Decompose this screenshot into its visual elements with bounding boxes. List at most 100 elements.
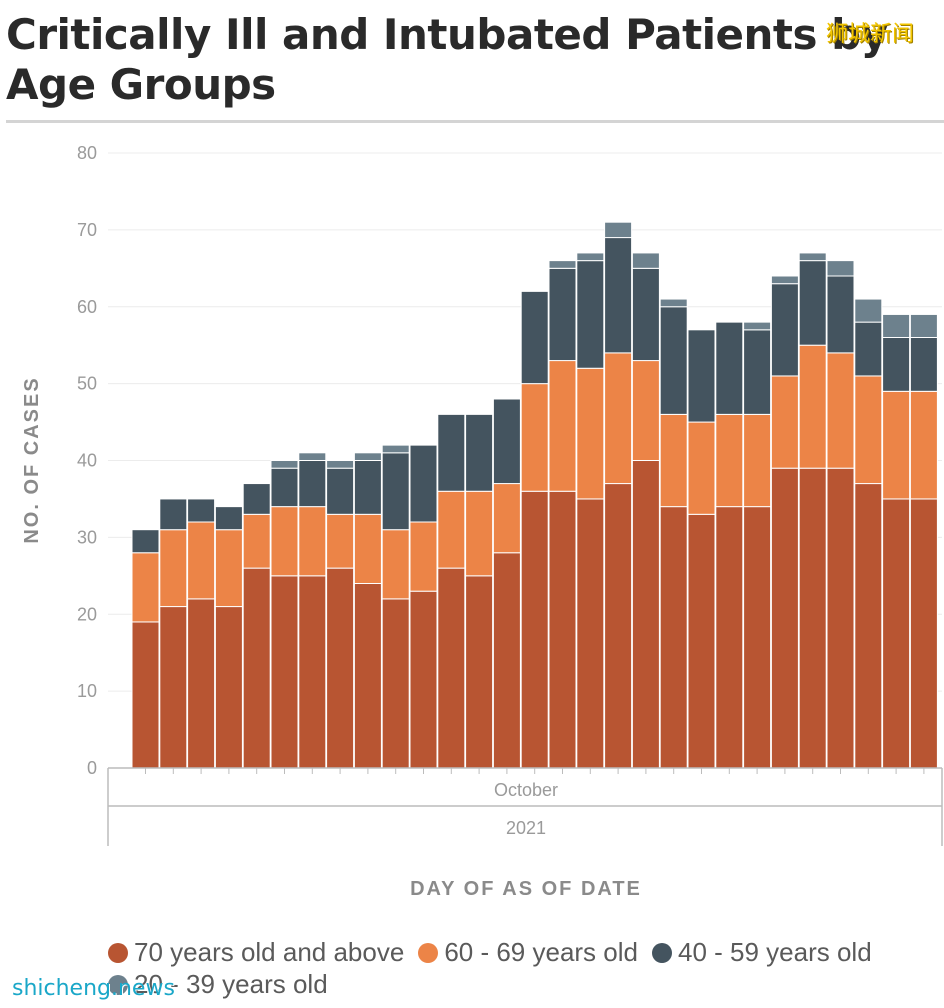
bar-segment-60-69[interactable] [187, 521, 216, 600]
bar-segment-70-plus[interactable] [826, 467, 855, 769]
bar-segment-40-59[interactable] [882, 337, 911, 392]
bar-segment-70-plus[interactable] [882, 498, 911, 769]
bar-segment-70-plus[interactable] [353, 583, 382, 769]
bar-segment-40-59[interactable] [214, 506, 243, 531]
bar-segment-40-59[interactable] [770, 283, 799, 377]
bar-segment-20-39[interactable] [631, 252, 660, 269]
bar-segment-70-plus[interactable] [604, 483, 633, 769]
bar-segment-70-plus[interactable] [770, 467, 799, 769]
bar-segment-20-39[interactable] [576, 252, 605, 262]
legend-item-20-39[interactable]: 20 - 39 years old [108, 968, 328, 1000]
bar-segment-20-39[interactable] [882, 313, 911, 338]
bar-segment-60-69[interactable] [715, 413, 744, 508]
bar-segment-70-plus[interactable] [576, 498, 605, 769]
bar-segment-40-59[interactable] [520, 290, 549, 385]
bar-segment-40-59[interactable] [187, 498, 216, 523]
bar-segment-70-plus[interactable] [465, 575, 494, 769]
bar-segment-40-59[interactable] [798, 260, 827, 346]
bar-segment-60-69[interactable] [631, 360, 660, 461]
bar-segment-60-69[interactable] [909, 390, 938, 500]
bar-segment-20-39[interactable] [854, 298, 883, 323]
bar-segment-60-69[interactable] [270, 506, 299, 577]
bar-segment-40-59[interactable] [465, 413, 494, 492]
bar-segment-40-59[interactable] [909, 337, 938, 392]
bar-segment-40-59[interactable] [131, 529, 160, 554]
bar-segment-60-69[interactable] [604, 352, 633, 485]
bar-segment-40-59[interactable] [159, 498, 188, 531]
bar-segment-70-plus[interactable] [909, 498, 938, 769]
bar-segment-70-plus[interactable] [326, 567, 355, 769]
bar-segment-20-39[interactable] [298, 452, 327, 461]
bar-segment-40-59[interactable] [381, 452, 410, 531]
bar-segment-20-39[interactable] [548, 260, 577, 269]
bar-segment-40-59[interactable] [409, 444, 438, 523]
bar-segment-60-69[interactable] [242, 513, 271, 569]
bar-segment-40-59[interactable] [826, 275, 855, 354]
bar-segment-20-39[interactable] [826, 260, 855, 277]
bar-segment-40-59[interactable] [242, 483, 271, 515]
bar-segment-20-39[interactable] [798, 252, 827, 262]
bar-segment-60-69[interactable] [520, 383, 549, 492]
bar-segment-40-59[interactable] [659, 306, 688, 415]
bar-segment-60-69[interactable] [437, 490, 466, 569]
bar-segment-60-69[interactable] [826, 352, 855, 469]
bar-segment-40-59[interactable] [548, 267, 577, 362]
bar-segment-70-plus[interactable] [242, 567, 271, 769]
bar-segment-60-69[interactable] [798, 344, 827, 469]
bar-segment-70-plus[interactable] [298, 575, 327, 769]
bar-segment-60-69[interactable] [353, 513, 382, 584]
bar-segment-60-69[interactable] [576, 367, 605, 500]
bar-segment-40-59[interactable] [437, 413, 466, 492]
bar-segment-70-plus[interactable] [659, 506, 688, 769]
bar-segment-40-59[interactable] [326, 467, 355, 515]
bar-segment-20-39[interactable] [326, 460, 355, 469]
bar-segment-70-plus[interactable] [381, 598, 410, 769]
bar-segment-20-39[interactable] [381, 444, 410, 454]
legend-item-60-69[interactable]: 60 - 69 years old [418, 936, 638, 968]
bar-segment-60-69[interactable] [854, 375, 883, 485]
bar-segment-60-69[interactable] [770, 375, 799, 469]
bar-segment-70-plus[interactable] [409, 590, 438, 769]
bar-segment-40-59[interactable] [270, 467, 299, 508]
bar-segment-40-59[interactable] [576, 260, 605, 369]
bar-segment-20-39[interactable] [604, 221, 633, 239]
bar-segment-70-plus[interactable] [270, 575, 299, 769]
bar-segment-20-39[interactable] [909, 313, 938, 338]
bar-segment-40-59[interactable] [715, 321, 744, 415]
bar-segment-70-plus[interactable] [743, 506, 772, 769]
bar-segment-20-39[interactable] [743, 321, 772, 331]
bar-segment-40-59[interactable] [298, 460, 327, 508]
bar-segment-70-plus[interactable] [631, 460, 660, 769]
bar-segment-60-69[interactable] [214, 529, 243, 608]
bar-segment-40-59[interactable] [492, 398, 521, 485]
bar-segment-60-69[interactable] [687, 421, 716, 515]
bar-segment-40-59[interactable] [604, 237, 633, 354]
bar-segment-70-plus[interactable] [187, 598, 216, 769]
bar-segment-60-69[interactable] [743, 413, 772, 508]
legend-item-40-59[interactable]: 40 - 59 years old [651, 936, 872, 968]
legend-item-70-plus[interactable]: 70 years old and above [108, 936, 404, 968]
bar-segment-60-69[interactable] [381, 529, 410, 600]
bar-segment-60-69[interactable] [159, 529, 188, 608]
bar-segment-70-plus[interactable] [854, 483, 883, 769]
bar-segment-60-69[interactable] [409, 521, 438, 592]
bar-segment-60-69[interactable] [465, 490, 494, 577]
bar-segment-70-plus[interactable] [520, 490, 549, 769]
bar-segment-60-69[interactable] [492, 483, 521, 554]
bar-segment-70-plus[interactable] [214, 606, 243, 769]
bar-segment-40-59[interactable] [687, 329, 716, 423]
bar-segment-70-plus[interactable] [715, 506, 744, 769]
bar-segment-70-plus[interactable] [687, 513, 716, 769]
bar-segment-70-plus[interactable] [131, 621, 160, 769]
bar-segment-20-39[interactable] [770, 275, 799, 285]
bar-segment-20-39[interactable] [659, 298, 688, 308]
bar-segment-60-69[interactable] [659, 413, 688, 508]
bar-segment-70-plus[interactable] [437, 567, 466, 769]
bar-segment-40-59[interactable] [854, 321, 883, 377]
bar-segment-70-plus[interactable] [159, 606, 188, 769]
bar-segment-70-plus[interactable] [492, 552, 521, 769]
bar-segment-60-69[interactable] [882, 390, 911, 500]
bar-segment-20-39[interactable] [353, 452, 382, 461]
bar-segment-60-69[interactable] [131, 552, 160, 623]
bar-segment-60-69[interactable] [326, 513, 355, 569]
